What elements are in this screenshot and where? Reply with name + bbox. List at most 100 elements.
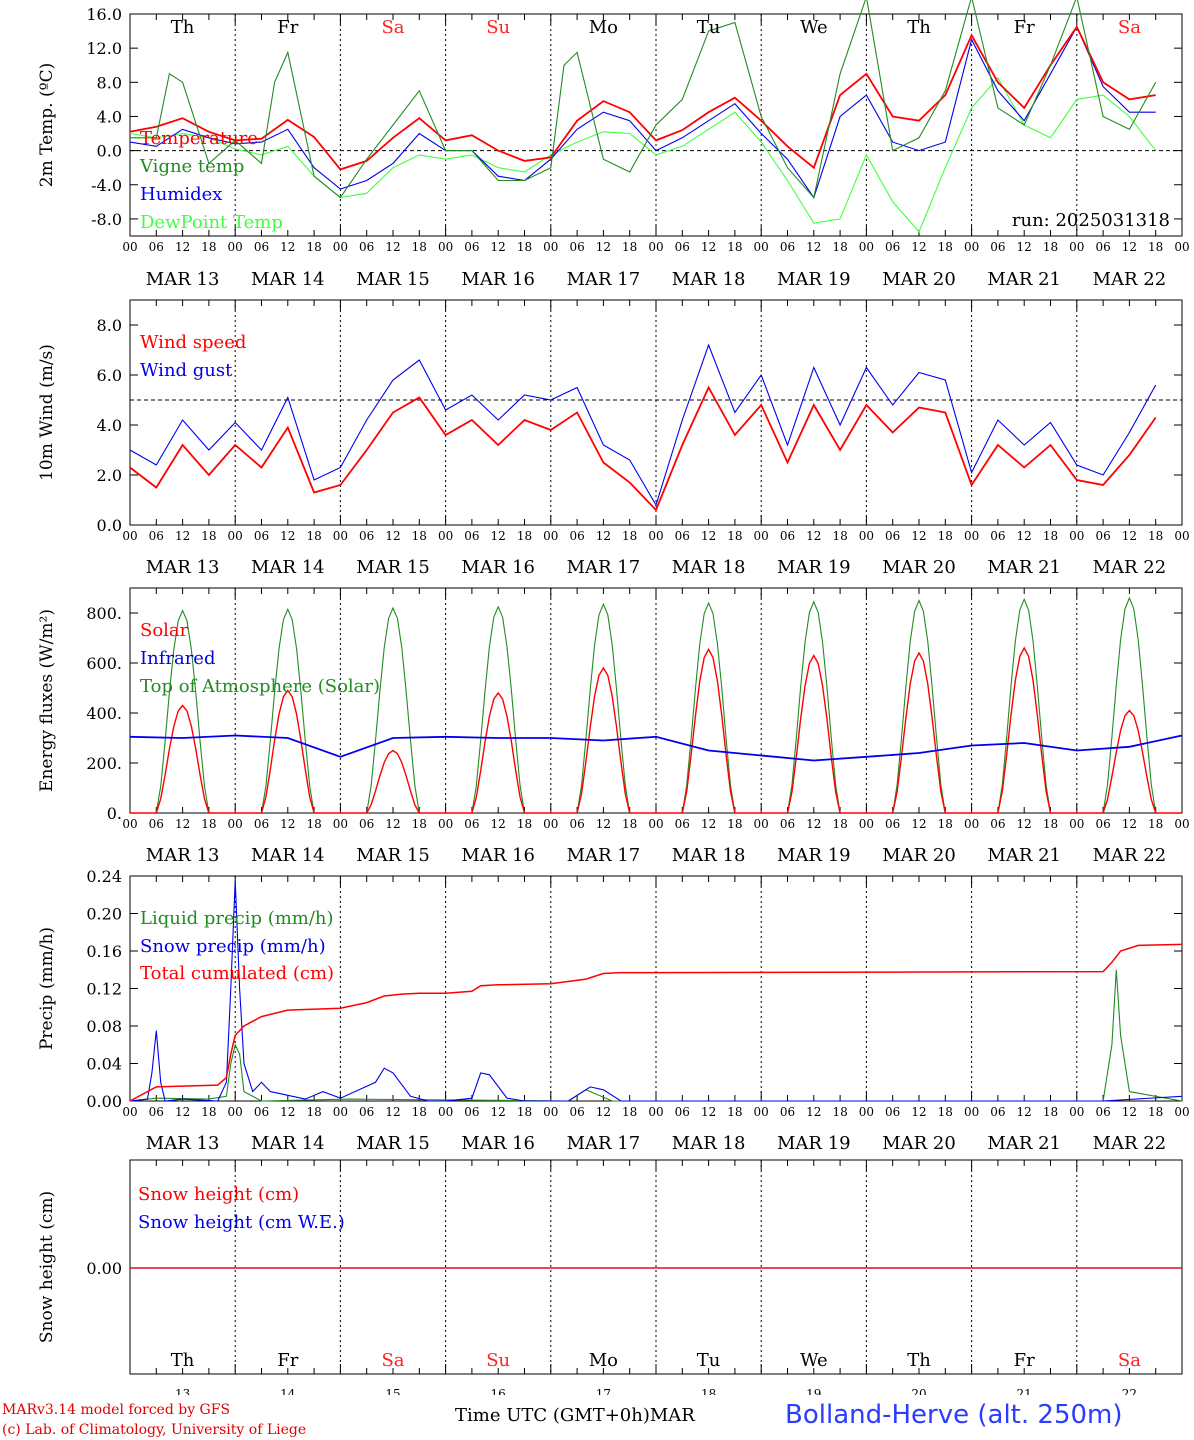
date-label: MAR 22 <box>1093 1133 1167 1154</box>
credit-line-lab: (c) Lab. of Climatology, University of L… <box>2 1422 307 1438</box>
x-tick-label: 00 <box>964 1105 979 1119</box>
y-tick-label: 2.0 <box>97 466 122 485</box>
x-tick-label: 06 <box>885 817 900 831</box>
x-tick-label: 06 <box>149 817 164 831</box>
x-tick-label: 00 <box>859 240 874 254</box>
series-line <box>129 943 1183 1102</box>
x-tick-label: 06 <box>780 1105 795 1119</box>
x-tick-label: 06 <box>990 1105 1005 1119</box>
legend-top-of-atmosphere-solar-: Top of Atmosphere (Solar) <box>140 676 380 697</box>
x-tick-label: 18 <box>1043 817 1058 831</box>
x-tick-label: 18 <box>832 817 847 831</box>
date-label: MAR 14 <box>251 845 325 866</box>
x-tick-label: 06 <box>1095 1105 1110 1119</box>
series-line <box>130 0 1157 199</box>
x-tick-label: 00 <box>122 1105 137 1119</box>
x-tick-label: 18 <box>832 240 847 254</box>
x-tick-label: 00 <box>543 817 558 831</box>
day-number-label: 18 <box>701 1387 716 1395</box>
x-tick-label: 00 <box>122 817 137 831</box>
x-tick-label: 12 <box>385 1105 400 1119</box>
weekday-label: Sa <box>1118 17 1141 38</box>
x-tick-label: 12 <box>1122 240 1137 254</box>
time-axis-label: Time UTC (GMT+0h) <box>455 1405 650 1426</box>
date-label: MAR 19 <box>777 269 851 290</box>
x-tick-label: 00 <box>543 1105 558 1119</box>
x-tick-label: 06 <box>464 817 479 831</box>
date-label: MAR 18 <box>672 845 746 866</box>
x-tick-label: 06 <box>780 817 795 831</box>
legend-snow-height-cm-: Snow height (cm) <box>138 1184 299 1205</box>
date-label: MAR 16 <box>461 269 535 290</box>
x-tick-label: 00 <box>648 1105 663 1119</box>
x-tick-label: 06 <box>569 1105 584 1119</box>
x-tick-label: 12 <box>175 529 190 543</box>
date-label: MAR 13 <box>146 269 220 290</box>
x-tick-label: 06 <box>885 240 900 254</box>
date-label: MAR 15 <box>356 1133 430 1154</box>
x-tick-label: 06 <box>359 1105 374 1119</box>
x-tick-label: 12 <box>1017 240 1032 254</box>
series-line <box>129 880 1183 1102</box>
x-tick-label: 00 <box>228 817 243 831</box>
day-number-label: 17 <box>596 1387 611 1395</box>
x-tick-label: 00 <box>228 529 243 543</box>
weekday-label: Sa <box>1118 1350 1141 1371</box>
x-tick-label: 18 <box>622 240 637 254</box>
x-tick-label: 06 <box>675 529 690 543</box>
x-tick-label: 00 <box>754 1105 769 1119</box>
x-tick-label: 06 <box>149 1105 164 1119</box>
x-tick-label: 00 <box>754 817 769 831</box>
x-tick-label: 18 <box>938 1105 953 1119</box>
weekday-label: We <box>800 1350 828 1371</box>
day-number-label: 20 <box>911 1387 926 1395</box>
y-tick-label: 8.0 <box>97 316 122 335</box>
x-tick-label: 18 <box>938 529 953 543</box>
x-tick-label: 00 <box>1174 240 1189 254</box>
y-tick-label: 4.0 <box>97 107 122 126</box>
x-tick-label: 06 <box>780 240 795 254</box>
x-tick-label: 00 <box>1174 817 1189 831</box>
weekday-label: Sa <box>381 1350 404 1371</box>
x-tick-label: 06 <box>569 529 584 543</box>
date-label: MAR 21 <box>987 269 1061 290</box>
x-tick-label: 18 <box>1043 529 1058 543</box>
x-tick-label: 12 <box>701 1105 716 1119</box>
x-tick-label: 12 <box>806 1105 821 1119</box>
x-tick-label: 00 <box>648 817 663 831</box>
x-tick-label: 06 <box>780 529 795 543</box>
legend-infrared: Infrared <box>140 648 215 669</box>
x-tick-label: 18 <box>201 240 216 254</box>
weekday-label: Th <box>907 17 931 38</box>
weekday-label: Fr <box>277 17 298 38</box>
x-tick-label: 00 <box>648 529 663 543</box>
date-label: MAR 15 <box>356 557 430 578</box>
date-label: MAR 19 <box>777 845 851 866</box>
x-tick-label: 06 <box>885 1105 900 1119</box>
x-tick-label: 18 <box>832 529 847 543</box>
x-tick-label: 18 <box>1043 1105 1058 1119</box>
x-tick-label: 18 <box>412 1105 427 1119</box>
x-tick-label: 18 <box>938 817 953 831</box>
legend-dewpoint-temp: DewPoint Temp <box>140 212 283 233</box>
x-tick-label: 12 <box>280 1105 295 1119</box>
x-tick-label: 12 <box>385 817 400 831</box>
x-tick-label: 06 <box>569 817 584 831</box>
x-tick-label: 00 <box>754 529 769 543</box>
series-line <box>129 24 1156 171</box>
y-tick-label: 0.12 <box>86 980 122 999</box>
series-line <box>129 969 1183 1102</box>
x-tick-label: 00 <box>543 240 558 254</box>
x-tick-label: 18 <box>201 529 216 543</box>
date-label: MAR 16 <box>461 845 535 866</box>
y-tick-label: 8.0 <box>97 73 122 92</box>
panel-energy: 0. 200. 400. 600. 800. Energy fluxes (W/m²) So… <box>37 587 1190 866</box>
credit-line-model: MARv3.14 model forced by GFS <box>2 1402 231 1418</box>
x-tick-label: 12 <box>1017 817 1032 831</box>
x-tick-label: 06 <box>675 817 690 831</box>
x-tick-label: 18 <box>727 1105 742 1119</box>
y-tick-label: 0. <box>107 804 122 823</box>
x-tick-label: 12 <box>911 240 926 254</box>
x-tick-label: 00 <box>859 529 874 543</box>
y-tick-label: 0.16 <box>86 942 122 961</box>
